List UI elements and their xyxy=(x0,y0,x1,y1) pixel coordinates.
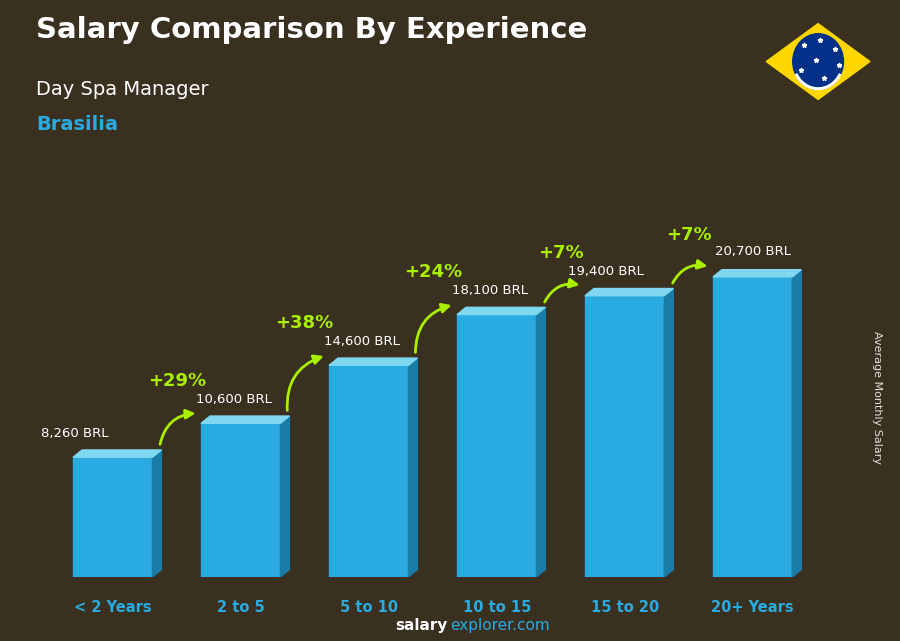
Text: 5 to 10: 5 to 10 xyxy=(339,600,398,615)
Polygon shape xyxy=(457,307,545,315)
Polygon shape xyxy=(152,450,161,577)
Text: +24%: +24% xyxy=(403,263,462,281)
Polygon shape xyxy=(73,450,161,457)
Text: 14,600 BRL: 14,600 BRL xyxy=(324,335,400,348)
Polygon shape xyxy=(766,24,870,99)
Text: Brasilia: Brasilia xyxy=(36,115,118,135)
Text: Salary Comparison By Experience: Salary Comparison By Experience xyxy=(36,16,587,44)
Polygon shape xyxy=(409,358,418,577)
Polygon shape xyxy=(201,416,290,423)
Text: 2 to 5: 2 to 5 xyxy=(217,600,265,615)
Polygon shape xyxy=(281,416,290,577)
Circle shape xyxy=(793,34,843,89)
Polygon shape xyxy=(585,288,673,296)
Text: salary: salary xyxy=(395,619,447,633)
Text: +38%: +38% xyxy=(275,314,334,332)
Text: < 2 Years: < 2 Years xyxy=(74,600,151,615)
Bar xyxy=(73,457,152,577)
Bar xyxy=(329,365,409,577)
Text: 18,100 BRL: 18,100 BRL xyxy=(453,284,528,297)
Text: 20,700 BRL: 20,700 BRL xyxy=(715,245,790,258)
Text: 10,600 BRL: 10,600 BRL xyxy=(196,393,273,406)
Text: Day Spa Manager: Day Spa Manager xyxy=(36,80,209,99)
Text: 8,260 BRL: 8,260 BRL xyxy=(40,427,108,440)
Text: +29%: +29% xyxy=(148,372,206,390)
Text: 19,400 BRL: 19,400 BRL xyxy=(568,265,644,278)
Polygon shape xyxy=(329,358,418,365)
Text: +7%: +7% xyxy=(538,244,583,262)
Text: 10 to 15: 10 to 15 xyxy=(463,600,531,615)
Polygon shape xyxy=(792,270,801,577)
Text: 15 to 20: 15 to 20 xyxy=(590,600,659,615)
Bar xyxy=(713,277,792,577)
Polygon shape xyxy=(664,288,673,577)
Text: 20+ Years: 20+ Years xyxy=(711,600,794,615)
Polygon shape xyxy=(713,270,801,277)
Text: explorer.com: explorer.com xyxy=(450,619,550,633)
Polygon shape xyxy=(536,307,545,577)
Text: +7%: +7% xyxy=(666,226,712,244)
Text: Average Monthly Salary: Average Monthly Salary xyxy=(872,331,883,464)
Bar xyxy=(457,315,536,577)
Bar xyxy=(585,296,664,577)
Bar xyxy=(201,423,281,577)
